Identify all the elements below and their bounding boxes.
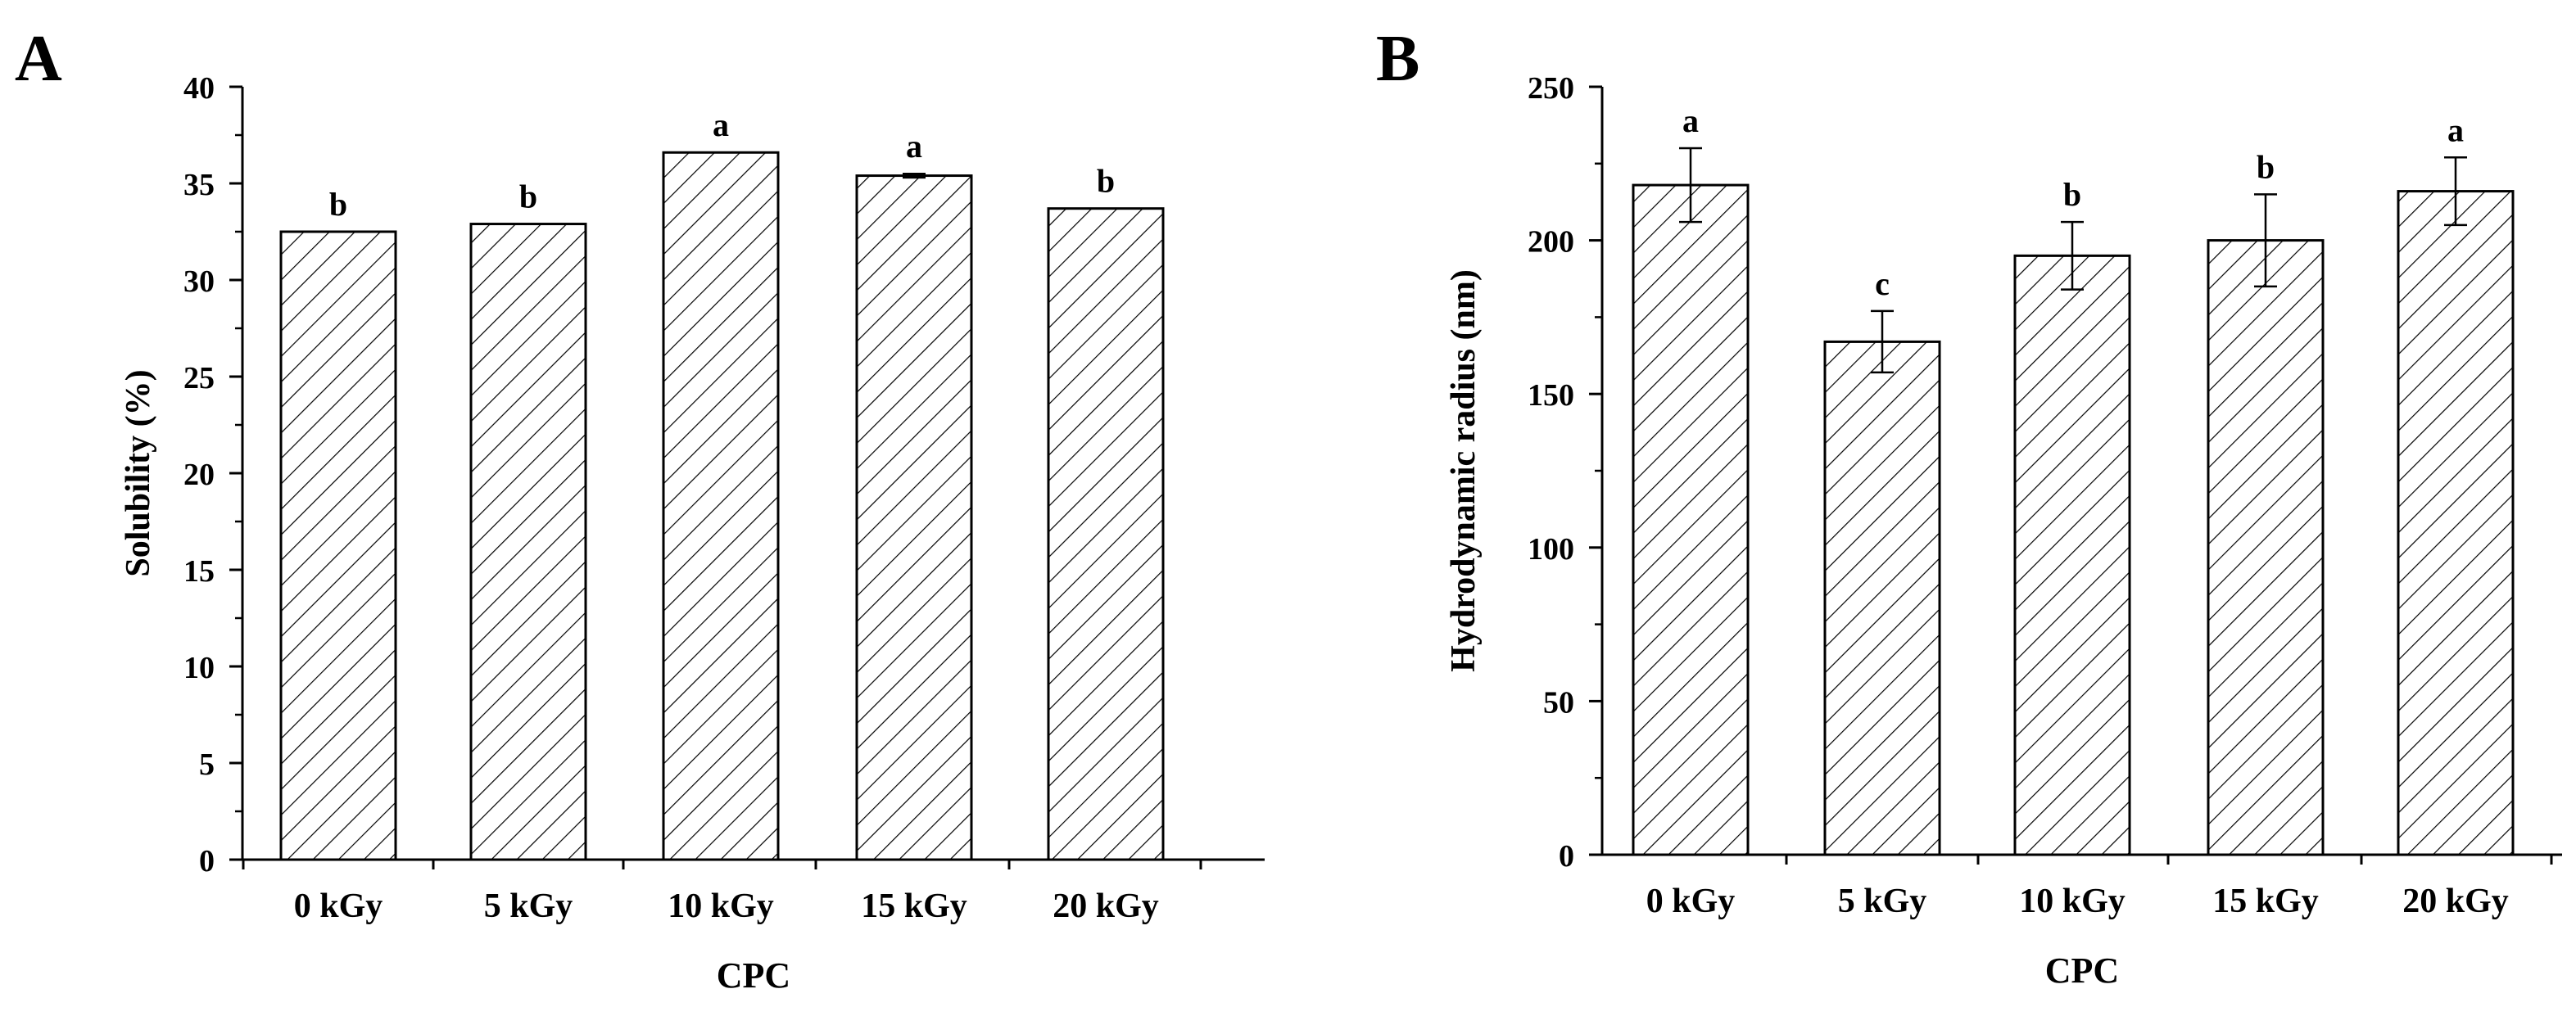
bar-1-0 (1632, 183, 1750, 856)
x-tick-label-1-4: 20 kGy (2402, 883, 2509, 920)
x-axis-label-1: CPC (2045, 951, 2119, 991)
bar-1-1 (1823, 340, 1941, 856)
y-tick-label-0-8: 40 (183, 71, 215, 106)
y-tick-label-1-3: 150 (1528, 378, 1574, 413)
bar-0-1 (469, 223, 587, 861)
y-tick-label-0-7: 35 (183, 168, 215, 202)
y-tick-label-1-5: 250 (1528, 71, 1574, 106)
y-tick-label-1-0: 0 (1559, 839, 1574, 874)
bar-1-4 (2397, 190, 2515, 856)
bar-0-0 (279, 230, 397, 861)
x-tick-label-1-2: 10 kGy (2019, 883, 2126, 920)
significance-letter-0-4: b (1097, 163, 1115, 200)
y-tick-label-0-5: 25 (183, 361, 215, 395)
panel-label-0: A (15, 23, 62, 95)
y-tick-label-1-1: 50 (1543, 685, 1574, 720)
y-axis-label-1: Hydrodynamic radius (nm) (1445, 269, 1483, 672)
x-tick-label-1-1: 5 kGy (1838, 883, 1927, 920)
significance-letter-0-1: b (519, 178, 537, 215)
x-tick-label-0-2: 10 kGy (668, 887, 774, 925)
y-tick-label-0-6: 30 (183, 264, 215, 299)
bar-0-2 (662, 151, 780, 861)
bar-0-3 (855, 174, 973, 861)
y-tick-label-0-2: 10 (183, 651, 215, 685)
significance-letter-1-4: a (2447, 111, 2464, 148)
significance-letter-1-1: c (1875, 265, 1890, 302)
significance-letter-1-0: a (1682, 102, 1699, 139)
x-tick-label-0-1: 5 kGy (484, 887, 573, 925)
y-tick-label-1-2: 100 (1528, 532, 1574, 567)
significance-letter-0-0: b (329, 186, 347, 223)
x-tick-label-0-4: 20 kGy (1053, 887, 1159, 925)
bar-1-2 (2013, 254, 2131, 856)
x-tick-label-0-3: 15 kGy (861, 887, 967, 925)
significance-letter-1-2: b (2063, 176, 2081, 213)
y-axis-label-0: Solubility (%) (120, 369, 157, 576)
x-tick-label-1-0: 0 kGy (1646, 883, 1736, 920)
y-tick-label-0-0: 0 (199, 844, 215, 878)
y-tick-label-0-3: 15 (183, 554, 215, 589)
panel-label-1: B (1376, 23, 1419, 95)
y-tick-label-0-4: 20 (183, 458, 215, 492)
y-tick-label-1-4: 200 (1528, 225, 1574, 260)
significance-letter-0-3: a (906, 128, 922, 165)
x-tick-label-1-3: 15 kGy (2212, 883, 2319, 920)
y-tick-label-0-1: 5 (199, 747, 215, 782)
bar-0-4 (1047, 207, 1165, 861)
x-axis-label-0: CPC (717, 955, 790, 996)
significance-letter-1-3: b (2257, 148, 2275, 185)
significance-letter-0-2: a (713, 106, 729, 143)
x-tick-label-0-0: 0 kGy (294, 887, 383, 925)
bar-1-3 (2207, 239, 2325, 856)
